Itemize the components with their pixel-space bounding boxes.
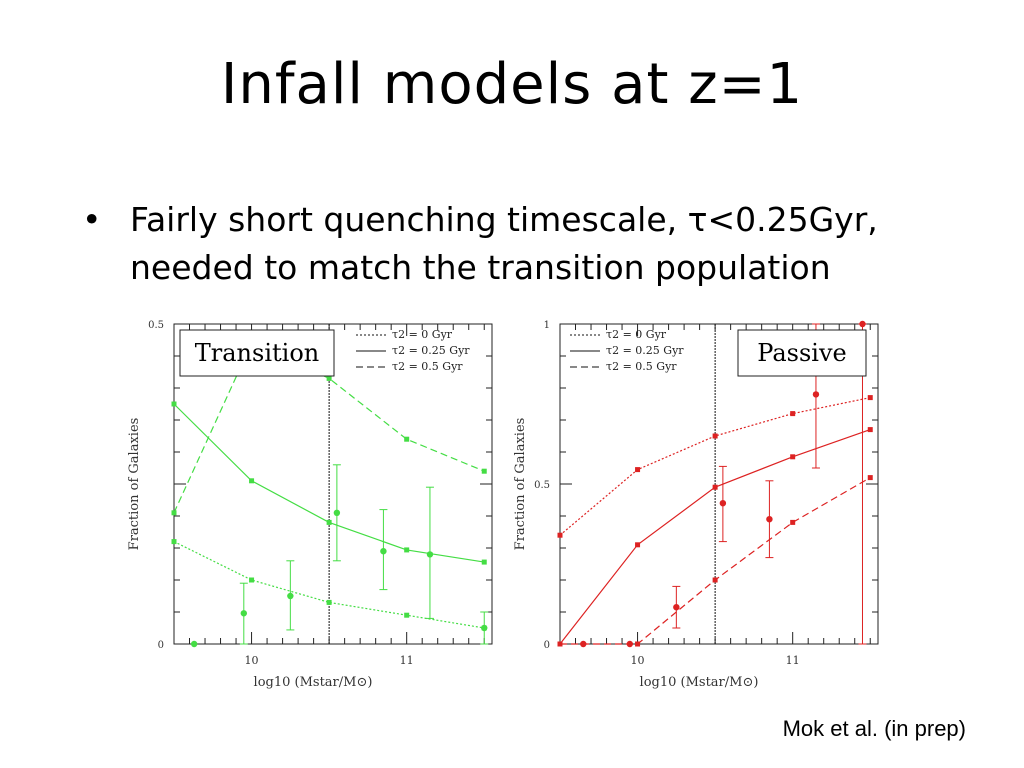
series-point [171,539,177,545]
series-point [635,467,641,473]
series-point [481,559,487,565]
observation-point [481,624,488,632]
y-axis-label: Fraction of Galaxies [127,418,142,551]
series-point [171,510,177,516]
series-line-2 [559,429,871,645]
legend-label: τ2 = 0 Gyr [392,328,453,341]
transition-chart: 10 11 0 0.5 log10 (Mstar/M⊙) Fraction of Gala… [127,320,493,690]
observation-point [333,509,341,516]
series-point [404,547,410,553]
series-point [635,542,641,548]
series-point [249,577,255,583]
x-axis-label: log10 (Mstar/M⊙) [640,675,759,690]
x-tick-label: 11 [786,654,800,667]
series-point [481,468,487,474]
panel-label-box [179,329,335,377]
observation-point [240,610,248,617]
series-point [171,401,177,407]
x-tick-label: 10 [631,654,645,667]
series-point [557,641,563,647]
observation-point [380,548,387,555]
series-point [867,395,873,401]
series-point [790,519,796,525]
observation-point [580,640,587,648]
series-point [404,612,410,618]
citation: Mok et al. (in prep) [782,716,966,741]
series-point [867,427,873,433]
y-tick-label: 1 [544,320,550,331]
legend-label: τ2 = 0.5 Gyr [606,360,677,373]
observation-point [673,604,680,611]
series-point [790,454,796,460]
y-tick-label: 0.5 [534,480,550,491]
series-point [867,475,873,481]
y-tick-label: 0 [544,640,550,651]
x-tick-label: 11 [400,654,414,667]
panel-label-box [737,329,867,377]
series-point [326,599,332,605]
legend-label: τ2 = 0 Gyr [606,328,667,341]
observation-point [859,320,866,328]
passive-chart: 10 11 0 0.5 1 log10 (Mstar/M⊙) Fraction of Gal… [513,320,879,690]
series-point [790,411,796,417]
series-point [635,641,641,647]
slide-title: Infall models at z=1 [220,52,804,117]
series-point [326,375,332,381]
observation-point [719,500,727,507]
observation-point [812,391,820,398]
observation-point [766,516,773,523]
observation-point [626,640,634,648]
x-tick-label: 10 [245,654,259,667]
series-point [249,478,255,484]
y-tick-label: 0 [158,640,164,651]
bullet-text: Fairly short quenching timescale, τ<0.25… [130,200,878,287]
series-point [326,519,332,525]
y-axis-label: Fraction of Galaxies [513,418,528,551]
series-line-1 [559,397,871,536]
legend-label: τ2 = 0.5 Gyr [392,360,463,373]
panel-label: Transition [195,339,319,367]
y-tick-label: 0.5 [148,320,164,331]
observation-point [287,592,294,600]
x-axis-label: log10 (Mstar/M⊙) [254,675,373,690]
legend-label: τ2 = 0.25 Gyr [392,344,470,357]
series-line-1 [173,541,485,629]
legend-label: τ2 = 0.25 Gyr [606,344,684,357]
observation-point [426,551,434,558]
series-point [712,433,718,439]
panel-label: Passive [757,339,846,367]
series-point [404,436,410,442]
series-point [712,484,718,490]
observation-point [190,640,198,648]
series-line-3 [173,342,485,514]
bullet-marker: • [82,200,102,239]
series-point [712,577,718,583]
series-point [557,532,563,538]
